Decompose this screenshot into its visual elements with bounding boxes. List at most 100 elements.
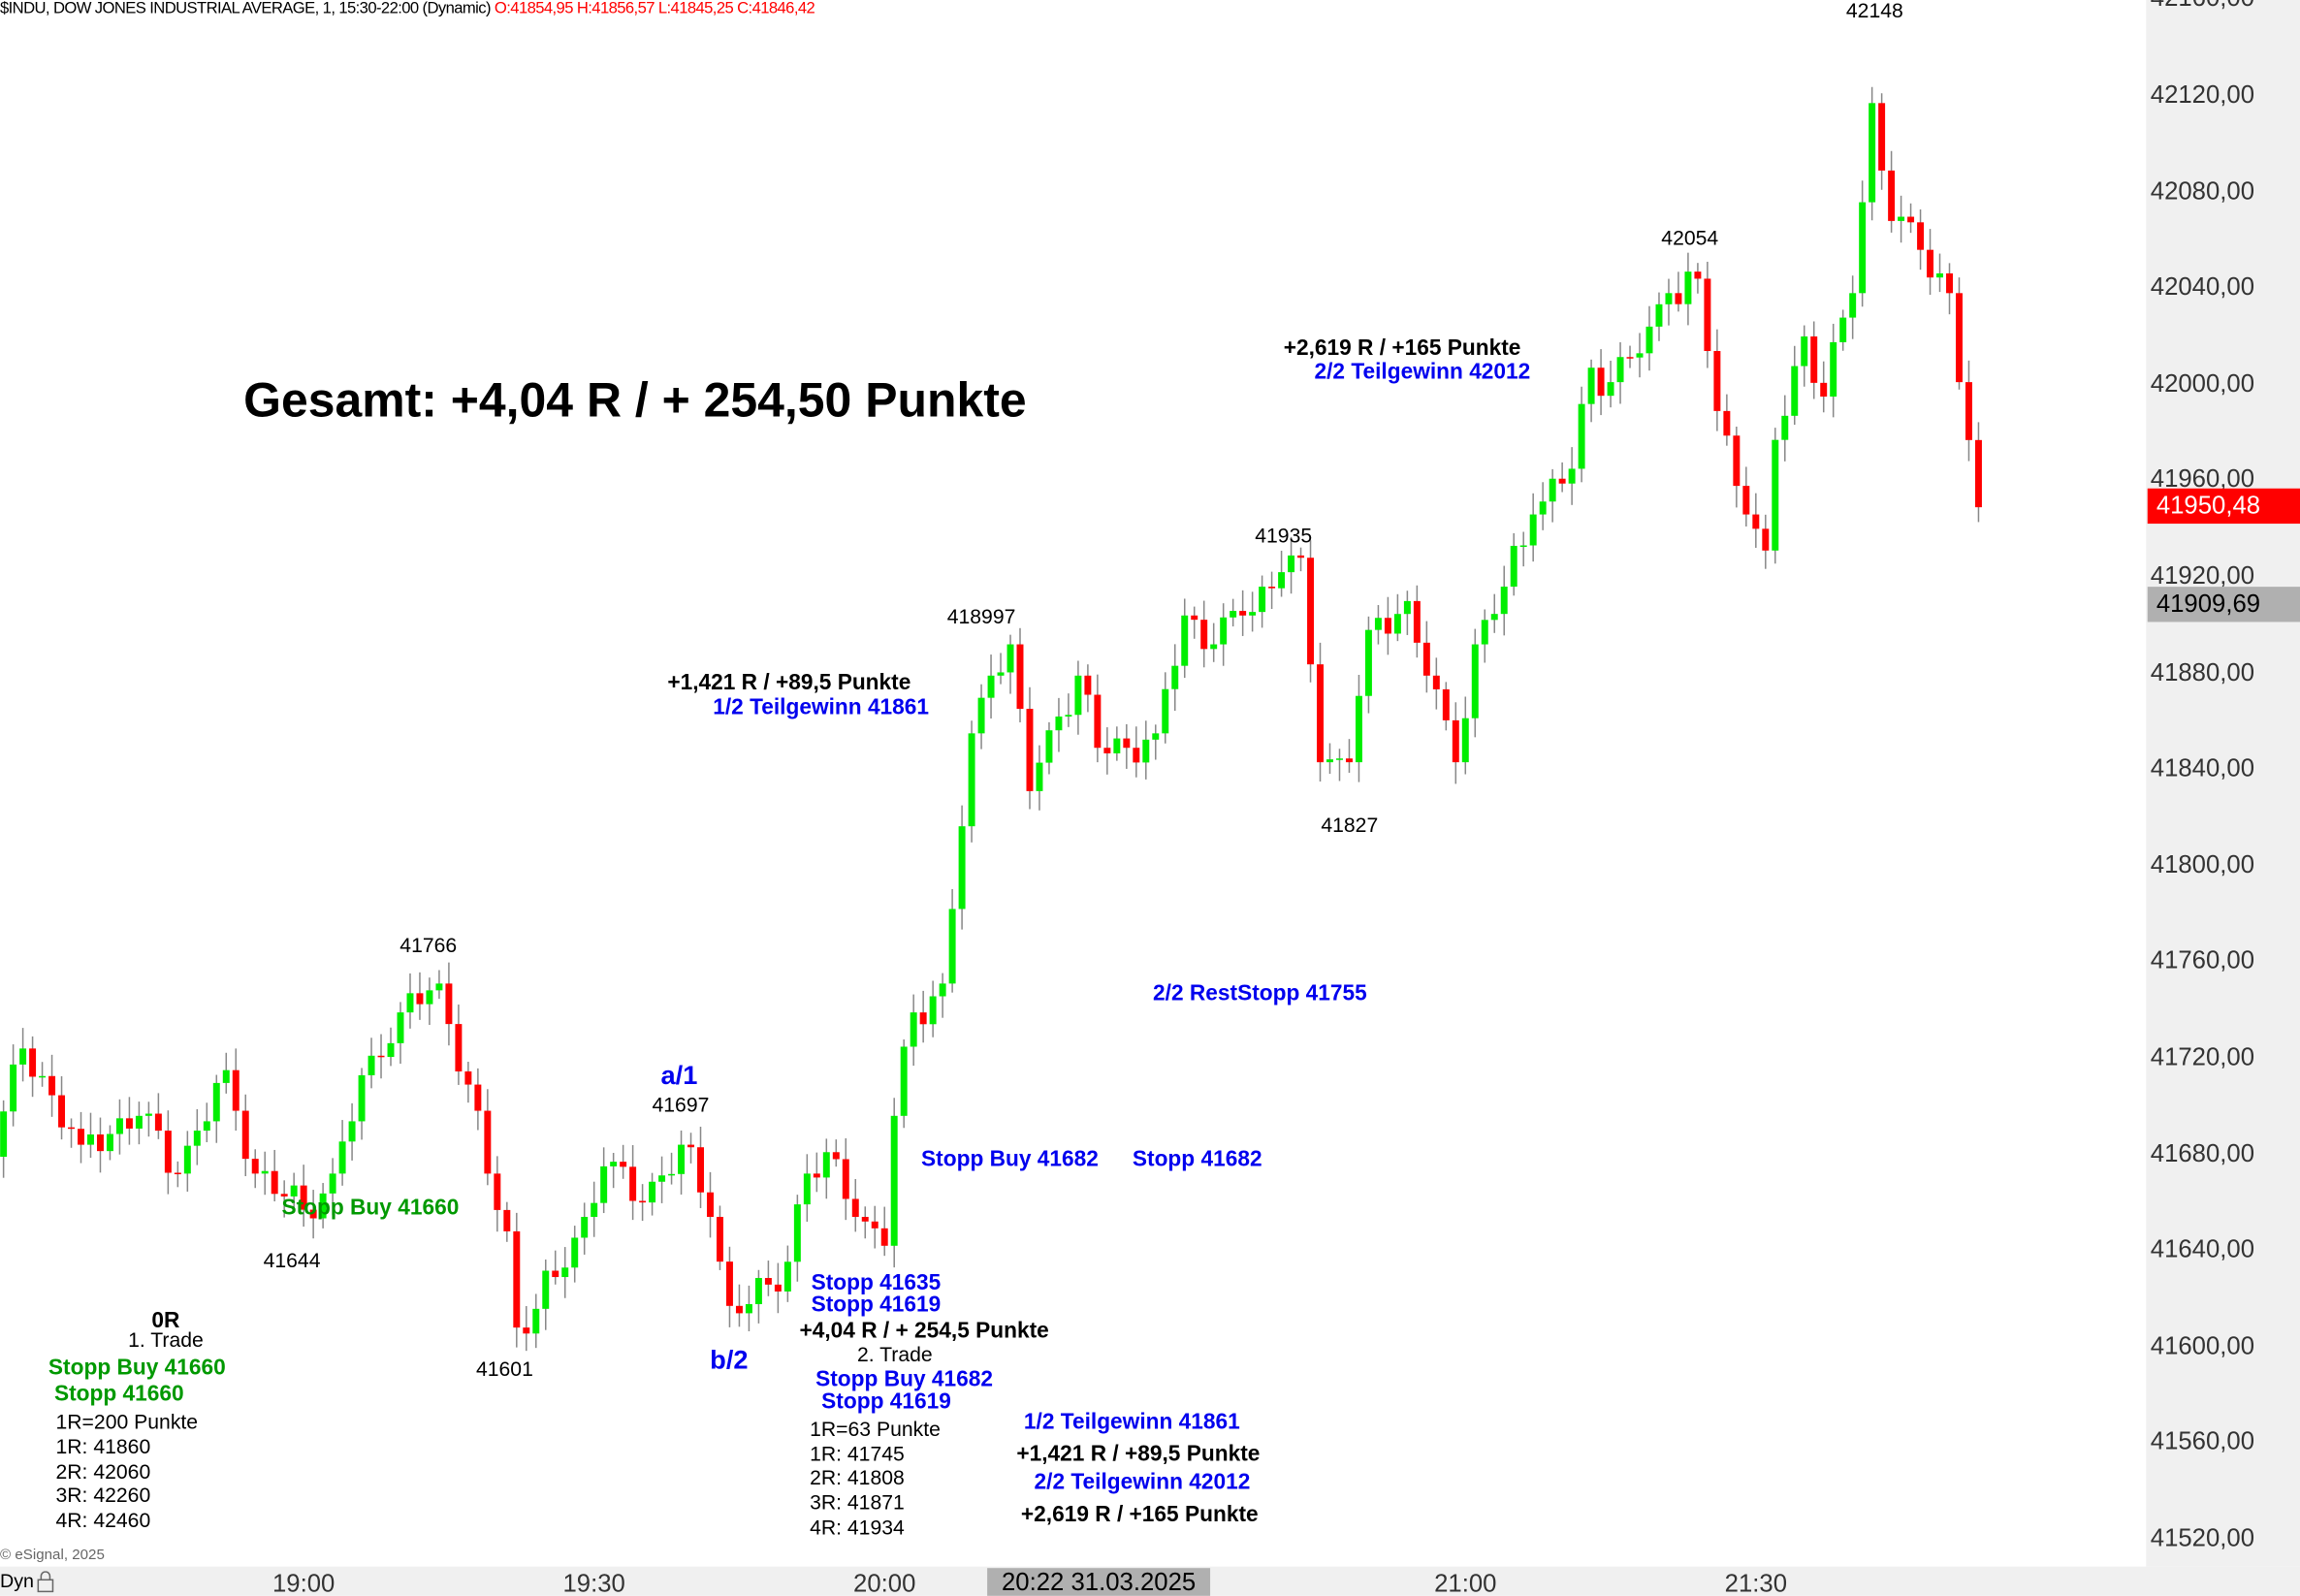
candle-body-up	[997, 672, 1005, 676]
candle	[174, 1161, 181, 1188]
candle	[929, 980, 937, 1037]
candle	[842, 1137, 849, 1221]
candle-body-up	[435, 983, 443, 991]
candle-body-up	[542, 1270, 550, 1309]
candle	[1878, 93, 1886, 190]
candle	[426, 977, 433, 1026]
candle-body-down	[774, 1284, 782, 1292]
candle-body-up	[203, 1121, 210, 1132]
candle	[1084, 664, 1092, 713]
candle-body-down	[919, 1012, 927, 1025]
price-tick-label: 41760,00	[2150, 946, 2255, 975]
candle	[1094, 674, 1102, 763]
candle-body-up	[1006, 644, 1014, 673]
candle-body-down	[725, 1261, 733, 1306]
candle	[68, 1118, 76, 1148]
dyn-mode-label[interactable]: Dyn	[0, 1569, 34, 1592]
candle	[406, 973, 414, 1029]
candle	[367, 1037, 375, 1089]
candle-body-down	[813, 1173, 820, 1178]
price-plot[interactable]	[0, 0, 2146, 1567]
candle	[639, 1184, 647, 1222]
candle-body-up	[1936, 272, 1944, 278]
candle	[832, 1139, 840, 1167]
total-result: Gesamt: +4,04 R / + 254,50 Punkte	[243, 372, 1027, 428]
candle	[735, 1284, 743, 1327]
label-high: 42054	[1661, 225, 1719, 250]
price-tick-label: 41800,00	[2150, 850, 2255, 878]
candle	[309, 1190, 317, 1239]
label-high: 41697	[652, 1093, 710, 1117]
candle	[1374, 605, 1382, 645]
candle-body-up	[1326, 759, 1333, 763]
candle-body-down	[125, 1118, 133, 1129]
candle	[1065, 693, 1072, 727]
target-level: 4R: 42460	[55, 1508, 151, 1532]
candle-body-up	[1403, 600, 1411, 615]
candle-body-down	[832, 1152, 840, 1160]
candle-body-up	[1839, 317, 1847, 342]
candle	[1181, 598, 1189, 679]
candle	[484, 1089, 492, 1186]
candle	[1413, 585, 1421, 658]
candle	[687, 1133, 695, 1164]
candle-body-up	[1393, 614, 1401, 634]
candle	[125, 1097, 133, 1145]
candle	[1539, 482, 1547, 530]
candle-body-down	[1422, 642, 1430, 676]
time-axis[interactable]: Dyn 20:22 31.03.2025 19:00 19:30 20:00 21:0…	[0, 1566, 2300, 1596]
candle	[1675, 271, 1682, 312]
candle-body-down	[1713, 351, 1721, 411]
candle-body-up	[397, 1012, 404, 1043]
candle-body-down	[1558, 478, 1566, 484]
candle-body-down	[1200, 620, 1208, 650]
candle-body-up	[571, 1237, 579, 1268]
stop-label: Stopp 41619	[821, 1389, 951, 1415]
candle-body-down	[445, 983, 453, 1025]
candle-body-up	[958, 826, 966, 910]
result-label: +2,619 R / +165 Punkte	[1020, 1502, 1259, 1527]
candle	[1626, 345, 1634, 368]
result-label: +1,421 R / +89,5 Punkte	[667, 670, 911, 696]
wave-label: b/2	[710, 1345, 749, 1375]
candle-body-down	[455, 1024, 463, 1071]
candle	[1191, 606, 1198, 639]
candle-body-up	[1568, 468, 1576, 484]
candle-body-down	[251, 1159, 259, 1174]
lock-icon[interactable]	[37, 1571, 54, 1593]
candle	[610, 1153, 618, 1189]
chart-header: $INDU, DOW JONES INDUSTRIAL AVERAGE, 1, …	[0, 0, 815, 17]
candle	[348, 1102, 356, 1161]
candle	[697, 1127, 704, 1208]
candle	[464, 1062, 472, 1103]
candle	[1259, 575, 1266, 628]
result-label: +1,421 R / +89,5 Punkte	[1016, 1442, 1261, 1467]
candle-body-down	[1974, 439, 1982, 508]
candle	[1297, 547, 1305, 572]
candle	[19, 1028, 27, 1082]
candle-body-up	[1869, 103, 1876, 203]
candle-body-down	[1965, 382, 1972, 440]
stop-label: Stopp 41660	[53, 1382, 184, 1407]
candle	[958, 805, 966, 930]
candle-body-down	[1820, 382, 1828, 398]
candle	[1839, 309, 1847, 351]
candle-body-up	[754, 1278, 762, 1304]
candle-body-down	[1084, 675, 1092, 695]
price-axis[interactable]: 42160,00 42120,00 42080,00 42040,00 42000,00…	[2146, 0, 2300, 1567]
candle	[0, 1100, 8, 1178]
candle	[861, 1206, 869, 1239]
candle	[803, 1154, 811, 1222]
candle-body-up	[1665, 293, 1673, 304]
crosshair-time-label: 20:22 31.03.2025	[987, 1568, 1211, 1596]
price-tick-label: 41520,00	[2150, 1523, 2255, 1552]
candle	[900, 1039, 908, 1129]
candle-body-down	[1946, 272, 1953, 294]
target-level: 4R: 41934	[810, 1515, 905, 1539]
candle	[1055, 697, 1063, 752]
price-tick-label: 41720,00	[2150, 1042, 2255, 1071]
candle	[435, 970, 443, 1000]
target-level: 2R: 41808	[810, 1465, 905, 1489]
candle	[78, 1111, 84, 1164]
